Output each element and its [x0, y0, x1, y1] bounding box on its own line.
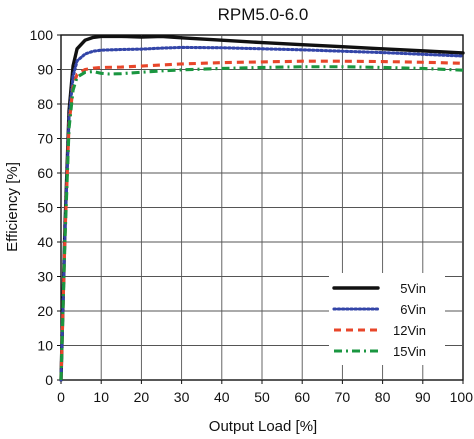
- legend-label-5Vin: 5Vin: [400, 281, 426, 296]
- legend: 5Vin 6Vin 12Vin 15Vin: [329, 273, 445, 365]
- legend-label-6Vin: 6Vin: [400, 302, 426, 317]
- legend-label-12Vin: 12Vin: [393, 323, 426, 338]
- x-axis-label: Output Load [%]: [209, 418, 317, 435]
- x-tick-label-8: 80: [375, 389, 391, 405]
- y-axis-label: Efficiency [%]: [4, 162, 21, 252]
- data-series: [59, 34, 465, 382]
- series-line-6Vin: [59, 45, 465, 382]
- x-tick-label-4: 40: [214, 389, 230, 405]
- y-tick-label-3: 30: [37, 269, 53, 285]
- legend-label-15Vin: 15Vin: [393, 344, 426, 359]
- y-tick-label-1: 10: [37, 338, 53, 354]
- x-tick-label-3: 30: [174, 389, 190, 405]
- y-tick-label-8: 80: [37, 96, 53, 112]
- series-line-5Vin: [59, 34, 465, 382]
- y-tick-label-2: 20: [37, 303, 53, 319]
- y-tick-label-0: 0: [45, 372, 53, 388]
- x-tick-label-0: 0: [57, 389, 65, 405]
- x-tick-label-6: 60: [294, 389, 310, 405]
- y-tick-label-6: 60: [37, 165, 53, 181]
- y-tick-label-5: 50: [37, 200, 53, 216]
- series-line-15Vin: [59, 65, 464, 381]
- y-tick-label-10: 100: [30, 27, 54, 43]
- x-tick-label-10: 100: [450, 389, 474, 405]
- x-tick-label-9: 90: [415, 389, 431, 405]
- x-tick-label-5: 50: [254, 389, 270, 405]
- y-tick-label-7: 70: [37, 131, 53, 147]
- axis-ticks: 0 10 20 30 40 50 60 70 80 90 100 0 10 20 30 40 50 60 70 80 9…: [30, 27, 474, 405]
- x-tick-label-7: 70: [335, 389, 351, 405]
- y-tick-label-4: 40: [37, 234, 53, 250]
- chart-title: RPM5.0-6.0: [218, 5, 309, 24]
- x-tick-label-1: 10: [93, 389, 109, 405]
- x-tick-label-2: 20: [134, 389, 150, 405]
- y-tick-label-9: 90: [37, 62, 53, 78]
